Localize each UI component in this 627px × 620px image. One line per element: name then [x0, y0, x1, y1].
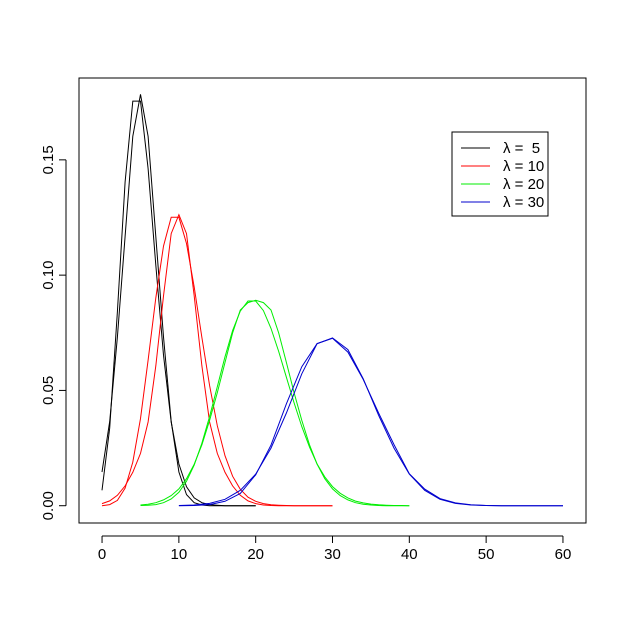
x-tick-label: 40 — [401, 546, 418, 563]
series-line-2-normal — [101, 213, 333, 507]
x-tick-label: 0 — [98, 546, 106, 563]
series-line-3-normal — [140, 299, 410, 507]
series-line-1-normal — [101, 94, 256, 507]
plot-frame — [78, 77, 587, 524]
x-axis: 0 10 20 30 40 50 60 — [98, 535, 572, 563]
series-line-4-normal — [178, 337, 563, 507]
series-line-3-poisson — [140, 300, 410, 507]
series-line-4-poisson — [178, 337, 563, 507]
x-tick-label: 30 — [324, 546, 341, 563]
y-tick-label: 0.00 — [40, 491, 57, 520]
series-lines — [101, 94, 563, 507]
y-axis: 0.00 0.05 0.10 0.15 — [40, 145, 67, 520]
series-line-1-poisson — [101, 100, 256, 507]
x-tick-label: 60 — [555, 546, 572, 563]
x-tick-label: 50 — [478, 546, 495, 563]
legend: λ = 5λ = 10λ = 20λ = 30 — [451, 131, 549, 217]
x-tick-label: 20 — [247, 546, 264, 563]
y-tick-label: 0.05 — [40, 376, 57, 405]
x-tick-label: 10 — [171, 546, 188, 563]
y-tick-label: 0.15 — [40, 145, 57, 174]
legend-label-3: λ = 20 — [503, 176, 544, 193]
legend-label-4: λ = 30 — [503, 194, 544, 211]
y-tick-label: 0.10 — [40, 261, 57, 290]
legend-label-1: λ = 5 — [503, 140, 540, 157]
legend-label-2: λ = 10 — [503, 158, 544, 175]
